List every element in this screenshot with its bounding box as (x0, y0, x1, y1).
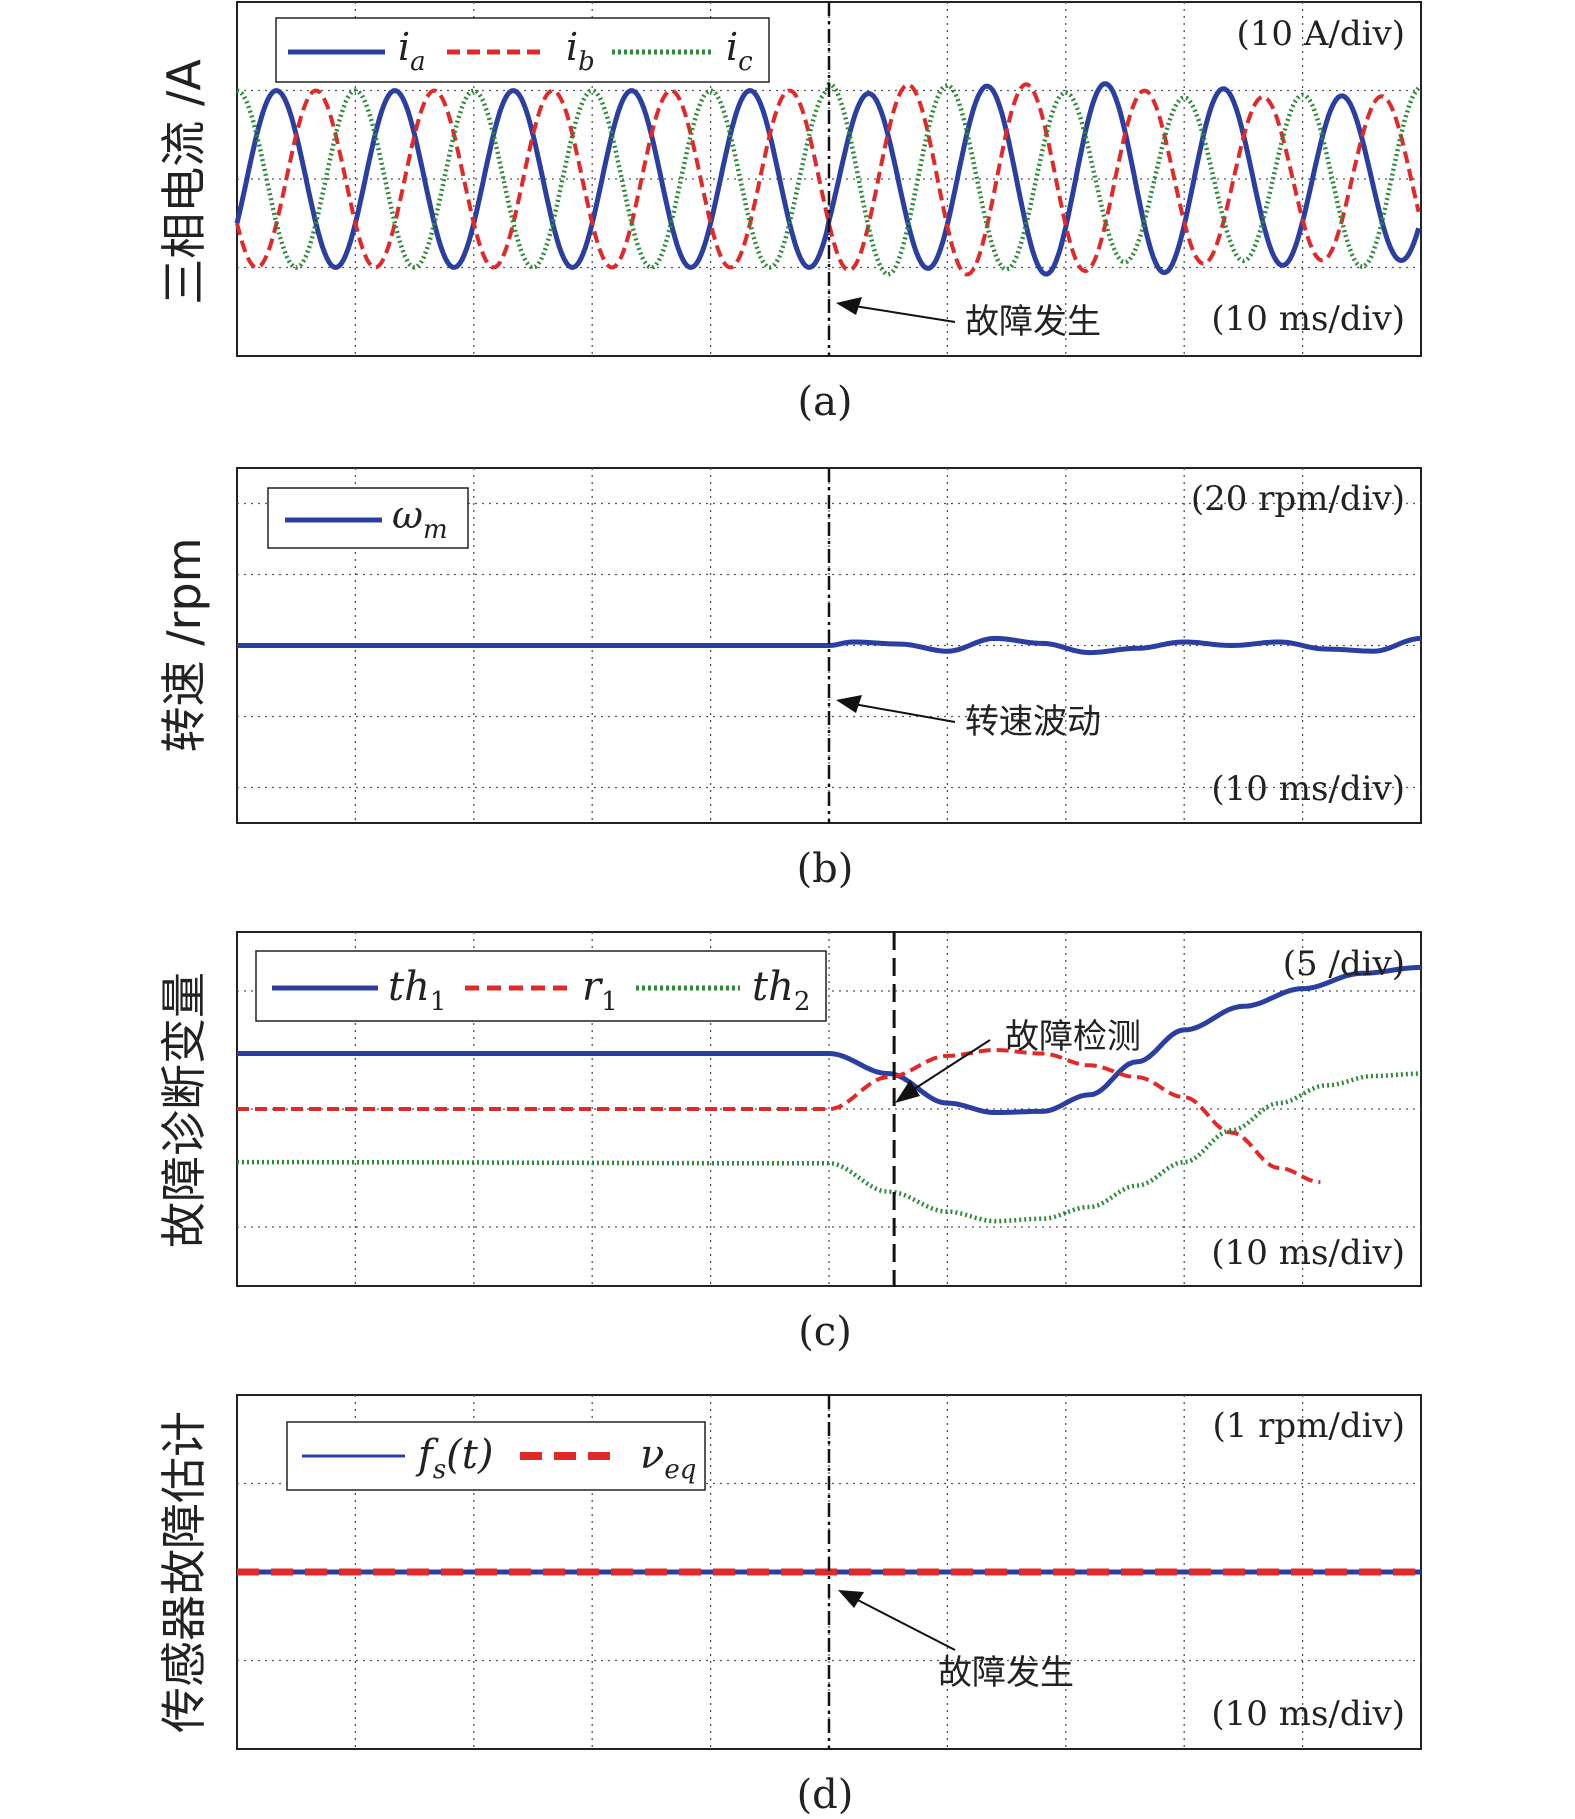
annotation-arrow (838, 1590, 956, 1651)
annotation-text: 转速波动 (965, 702, 1101, 742)
y-axis-label: 三相电流 /A (157, 59, 211, 305)
panel-label: (b) (797, 846, 854, 892)
legend-label-r1: r1 (582, 964, 618, 1017)
legend-label-fs: fs(t) (415, 1432, 493, 1485)
annotation-text: 故障发生 (938, 1653, 1074, 1693)
annotation-text: 故障发生 (965, 302, 1101, 342)
y-axis-label: 传感器故障估计 (157, 1411, 211, 1733)
series-lines (237, 635, 1422, 656)
series-line-r1 (237, 1048, 1321, 1185)
annotation-text: 故障检测 (1005, 1017, 1141, 1057)
panel-c: 故障诊断变量 (5 /div) (10 ms/div) 故障检测 th1 r1 … (157, 931, 1422, 1355)
x-scale-text: (10 ms/div) (1211, 299, 1405, 339)
legend-label-wm: ωm (392, 493, 448, 545)
y-scale-text: (10 A/div) (1237, 14, 1405, 54)
legend-label-ib: ib (566, 25, 595, 77)
legend: ia ib ic (275, 17, 770, 83)
y-axis-label: 故障诊断变量 (157, 972, 211, 1248)
y-scale-text: (5 /div) (1283, 944, 1405, 984)
legend: th1 r1 th2 (255, 950, 827, 1022)
series-line-wm (237, 635, 1422, 656)
legend-label-veq: νeq (640, 1432, 696, 1485)
series-line-ic (236, 81, 1421, 277)
series-line-th1 (237, 964, 1422, 1115)
annotation-arrow (836, 297, 956, 323)
panel-a: 三相电流 /A (10 A/div) (10 ms/div) 故障发生 ia i… (157, 1, 1422, 425)
annotation-arrow (836, 695, 956, 723)
y-scale-text: (1 rpm/div) (1212, 1406, 1405, 1446)
panel-d: 传感器故障估计 (1 rpm/div) (10 ms/div) 故障发生 fs(… (157, 1394, 1422, 1818)
legend-label-th1: th1 (388, 964, 446, 1017)
panel-label: (d) (797, 1772, 854, 1818)
series-lines (237, 964, 1422, 1224)
legend-label-ia: ia (398, 25, 426, 77)
panel-b: 转速 /rpm (20 rpm/div) (10 ms/div) 转速波动 ωm… (157, 467, 1422, 892)
x-scale-text: (10 ms/div) (1211, 769, 1405, 809)
legend: fs(t) νeq (286, 1421, 706, 1491)
legend: ωm (267, 487, 469, 549)
panel-label: (c) (798, 1309, 852, 1355)
legend-label-th2: th2 (752, 964, 810, 1017)
x-scale-text: (10 ms/div) (1211, 1233, 1405, 1273)
y-scale-text: (20 rpm/div) (1191, 479, 1405, 519)
x-scale-text: (10 ms/div) (1211, 1694, 1405, 1734)
y-axis-label: 转速 /rpm (157, 537, 211, 752)
annotation-arrow (895, 1039, 991, 1103)
legend-label-ic: ic (726, 25, 753, 77)
panel-label: (a) (797, 379, 852, 425)
